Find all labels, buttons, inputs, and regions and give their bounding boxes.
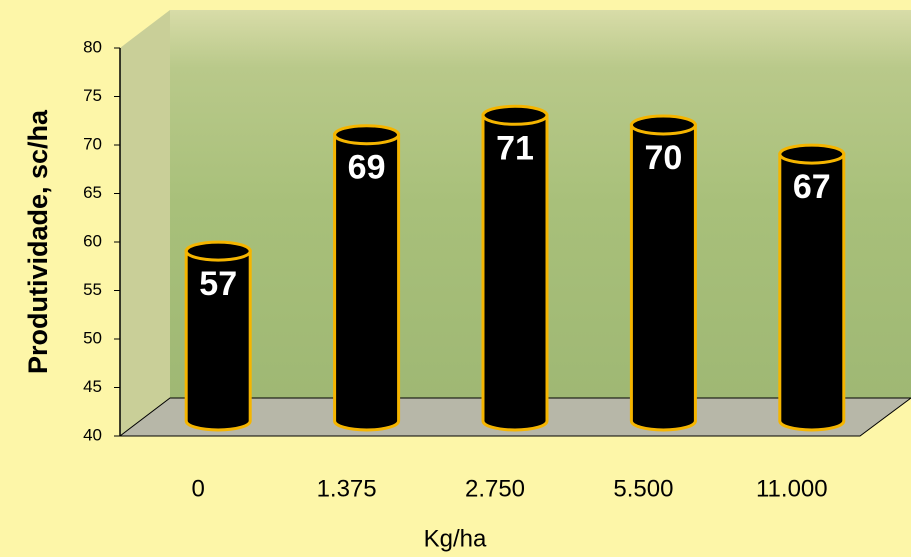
- value-label: 71: [496, 129, 534, 167]
- y-tick-label: 50: [83, 328, 102, 347]
- y-tick-label: 70: [83, 134, 102, 153]
- side-wall: [120, 10, 170, 436]
- bar-top: [778, 143, 846, 165]
- y-tick-label: 55: [83, 280, 102, 299]
- y-tick-label: 40: [83, 425, 102, 444]
- bar: [778, 152, 846, 432]
- y-tick-label: 75: [83, 86, 102, 105]
- bar: [481, 113, 549, 432]
- x-tick-label: 2.750: [465, 475, 525, 502]
- value-label: 67: [793, 168, 831, 206]
- bar-top: [481, 104, 549, 126]
- x-tick-label: 11.000: [756, 475, 828, 502]
- x-axis-label: Kg/ha: [424, 525, 487, 552]
- value-label: 70: [644, 139, 682, 177]
- value-label: 57: [199, 265, 237, 303]
- bar: [184, 249, 252, 432]
- x-tick-label: 1.375: [317, 475, 377, 502]
- bar: [333, 133, 401, 432]
- x-tick-label: 0: [192, 475, 205, 502]
- bar-top: [629, 114, 697, 136]
- bar-top: [184, 240, 252, 262]
- y-tick-label: 80: [83, 37, 102, 56]
- y-tick-label: 45: [83, 377, 102, 396]
- value-label: 69: [348, 149, 386, 187]
- bar-top: [333, 124, 401, 146]
- y-axis-label: Produtividade, sc/ha: [23, 109, 53, 374]
- y-tick-label: 60: [83, 231, 102, 250]
- y-tick-label: 65: [83, 183, 102, 202]
- x-tick-label: 5.500: [613, 475, 673, 502]
- bar: [629, 123, 697, 432]
